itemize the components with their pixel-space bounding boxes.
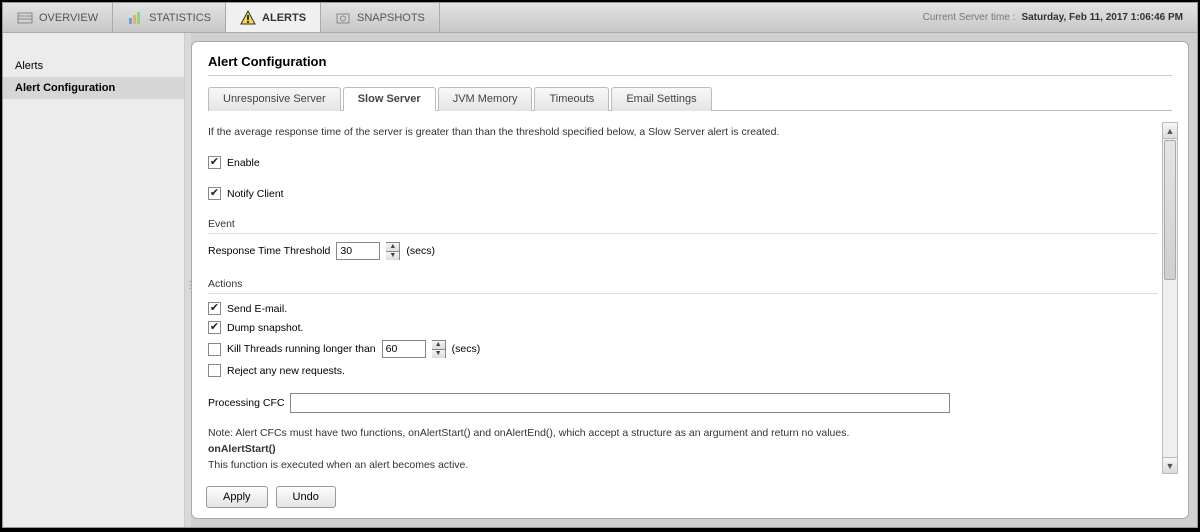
kill-threads-spinner[interactable]: ▲▼ [432,340,446,358]
sidebar-item-alert-config[interactable]: Alert Configuration [3,77,184,99]
button-bar: Apply Undo [206,486,336,508]
overview-icon [17,10,33,26]
statistics-icon [127,10,143,26]
event-header: Event [208,218,1158,234]
scroll-thumb[interactable] [1164,140,1176,280]
response-threshold-label: Response Time Threshold [208,245,330,257]
scroll-down-arrow[interactable]: ▼ [1163,457,1177,473]
cfc-note: Note: Alert CFCs must have two functions… [208,427,1158,439]
kill-threads-input[interactable] [382,340,426,358]
scroll-up-arrow[interactable]: ▲ [1163,123,1177,139]
top-nav: OVERVIEW STATISTICS ALERTS SNAPSHOTS Cur… [3,3,1197,33]
tab-overview-label: OVERVIEW [39,12,98,24]
response-threshold-input[interactable] [336,242,380,260]
apply-button[interactable]: Apply [206,486,268,508]
tab-snapshots-label: SNAPSHOTS [357,12,425,24]
spinner-up-icon[interactable]: ▲ [432,341,445,350]
scrollbar[interactable]: ▲ ▼ [1162,122,1178,474]
panel-title: Alert Configuration [208,54,1172,76]
reject-requests-label: Reject any new requests. [227,365,345,377]
send-email-label: Send E-mail. [227,303,287,315]
enable-label: Enable [227,157,260,169]
reject-requests-checkbox[interactable] [208,364,221,377]
tab-overview[interactable]: OVERVIEW [3,3,113,32]
main-panel: Alert Configuration Unresponsive Server … [191,33,1197,527]
sidebar-item-alerts[interactable]: Alerts [3,55,184,77]
send-email-checkbox[interactable]: ✔ [208,302,221,315]
actions-header: Actions [208,278,1158,294]
snapshots-icon [335,10,351,26]
app-frame: OVERVIEW STATISTICS ALERTS SNAPSHOTS Cur… [2,2,1198,528]
onalertstart-title: onAlertStart() [208,443,276,455]
server-time: Current Server time : Saturday, Feb 11, … [923,3,1197,32]
kill-threads-unit: (secs) [452,343,481,355]
tab-snapshots[interactable]: SNAPSHOTS [321,3,440,32]
undo-button[interactable]: Undo [276,486,336,508]
tab-statistics-label: STATISTICS [149,12,211,24]
response-threshold-spinner[interactable]: ▲▼ [386,242,400,260]
spinner-down-icon[interactable]: ▼ [432,350,445,358]
tab-alerts[interactable]: ALERTS [226,3,321,32]
notify-client-checkbox[interactable]: ✔ [208,187,221,200]
dump-snapshot-checkbox[interactable]: ✔ [208,321,221,334]
scroll-area: If the average response time of the serv… [208,122,1158,474]
tab-description: If the average response time of the serv… [208,126,1158,138]
config-card: Alert Configuration Unresponsive Server … [191,41,1189,519]
processing-cfc-input[interactable] [290,393,950,413]
spinner-down-icon[interactable]: ▼ [386,252,399,260]
kill-threads-checkbox[interactable] [208,343,221,356]
inner-tab-email[interactable]: Email Settings [611,87,711,111]
server-time-label: Current Server time : [923,12,1016,23]
alerts-icon [240,10,256,26]
tab-statistics[interactable]: STATISTICS [113,3,226,32]
inner-tabs: Unresponsive Server Slow Server JVM Memo… [208,86,1172,111]
response-threshold-row: Response Time Threshold ▲▼ (secs) [208,242,1158,260]
inner-tab-timeouts[interactable]: Timeouts [534,87,609,111]
sidebar: Alerts Alert Configuration [3,33,185,527]
processing-cfc-label: Processing CFC [208,397,284,409]
tab-alerts-label: ALERTS [262,12,306,24]
inner-tab-jvm[interactable]: JVM Memory [438,87,533,111]
spinner-up-icon[interactable]: ▲ [386,243,399,252]
enable-checkbox[interactable]: ✔ [208,156,221,169]
dump-snapshot-label: Dump snapshot. [227,322,303,334]
onalertstart-line1: This function is executed when an alert … [208,459,1158,471]
inner-tab-unresponsive[interactable]: Unresponsive Server [208,87,341,111]
inner-tab-slow-server[interactable]: Slow Server [343,87,436,111]
response-threshold-unit: (secs) [406,245,435,257]
kill-threads-label: Kill Threads running longer than [227,343,376,355]
body-wrap: Alerts Alert Configuration Alert Configu… [3,33,1197,527]
server-time-value: Saturday, Feb 11, 2017 1:06:46 PM [1021,12,1183,23]
notify-client-label: Notify Client [227,188,284,200]
